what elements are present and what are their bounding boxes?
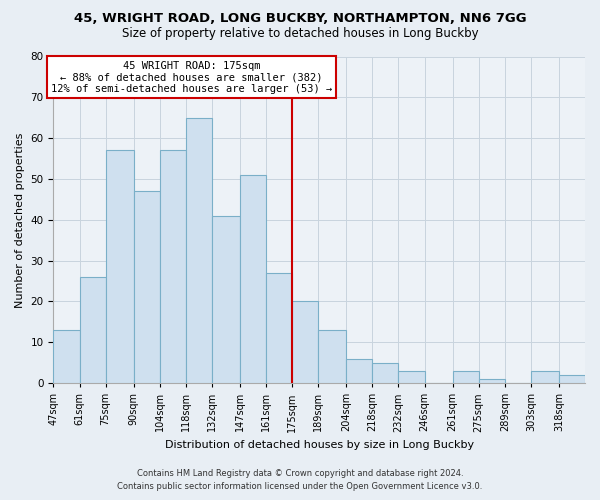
Bar bbox=[318, 330, 346, 383]
Bar bbox=[266, 273, 292, 383]
Bar bbox=[134, 191, 160, 383]
Bar bbox=[292, 302, 318, 383]
Y-axis label: Number of detached properties: Number of detached properties bbox=[15, 132, 25, 308]
Bar bbox=[160, 150, 186, 383]
Bar bbox=[186, 118, 212, 383]
Bar bbox=[559, 375, 585, 383]
Bar bbox=[452, 371, 479, 383]
Bar bbox=[531, 371, 559, 383]
X-axis label: Distribution of detached houses by size in Long Buckby: Distribution of detached houses by size … bbox=[164, 440, 474, 450]
Bar bbox=[398, 371, 425, 383]
Bar bbox=[479, 379, 505, 383]
Bar bbox=[212, 216, 240, 383]
Bar bbox=[373, 362, 398, 383]
Bar bbox=[53, 330, 80, 383]
Bar bbox=[106, 150, 134, 383]
Text: Contains HM Land Registry data © Crown copyright and database right 2024.
Contai: Contains HM Land Registry data © Crown c… bbox=[118, 469, 482, 491]
Text: 45 WRIGHT ROAD: 175sqm
← 88% of detached houses are smaller (382)
12% of semi-de: 45 WRIGHT ROAD: 175sqm ← 88% of detached… bbox=[51, 60, 332, 94]
Text: Size of property relative to detached houses in Long Buckby: Size of property relative to detached ho… bbox=[122, 28, 478, 40]
Bar bbox=[346, 358, 373, 383]
Text: 45, WRIGHT ROAD, LONG BUCKBY, NORTHAMPTON, NN6 7GG: 45, WRIGHT ROAD, LONG BUCKBY, NORTHAMPTO… bbox=[74, 12, 526, 26]
Bar bbox=[80, 277, 106, 383]
Bar bbox=[240, 175, 266, 383]
